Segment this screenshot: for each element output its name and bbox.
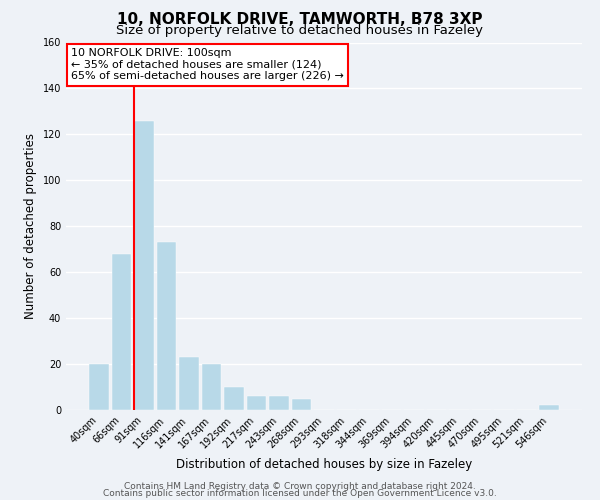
Bar [247,396,266,410]
Bar [269,396,289,410]
Text: Size of property relative to detached houses in Fazeley: Size of property relative to detached ho… [116,24,484,37]
Bar [292,398,311,410]
Text: Contains HM Land Registry data © Crown copyright and database right 2024.: Contains HM Land Registry data © Crown c… [124,482,476,491]
Bar [89,364,109,410]
Bar [157,242,176,410]
Bar [134,120,154,410]
Bar [224,387,244,410]
Bar [202,364,221,410]
Bar [179,357,199,410]
Text: 10, NORFOLK DRIVE, TAMWORTH, B78 3XP: 10, NORFOLK DRIVE, TAMWORTH, B78 3XP [117,12,483,28]
Text: 10 NORFOLK DRIVE: 100sqm
← 35% of detached houses are smaller (124)
65% of semi-: 10 NORFOLK DRIVE: 100sqm ← 35% of detach… [71,48,344,81]
Y-axis label: Number of detached properties: Number of detached properties [24,133,37,320]
Text: Contains public sector information licensed under the Open Government Licence v3: Contains public sector information licen… [103,490,497,498]
Bar [112,254,131,410]
X-axis label: Distribution of detached houses by size in Fazeley: Distribution of detached houses by size … [176,458,472,471]
Bar [539,406,559,410]
